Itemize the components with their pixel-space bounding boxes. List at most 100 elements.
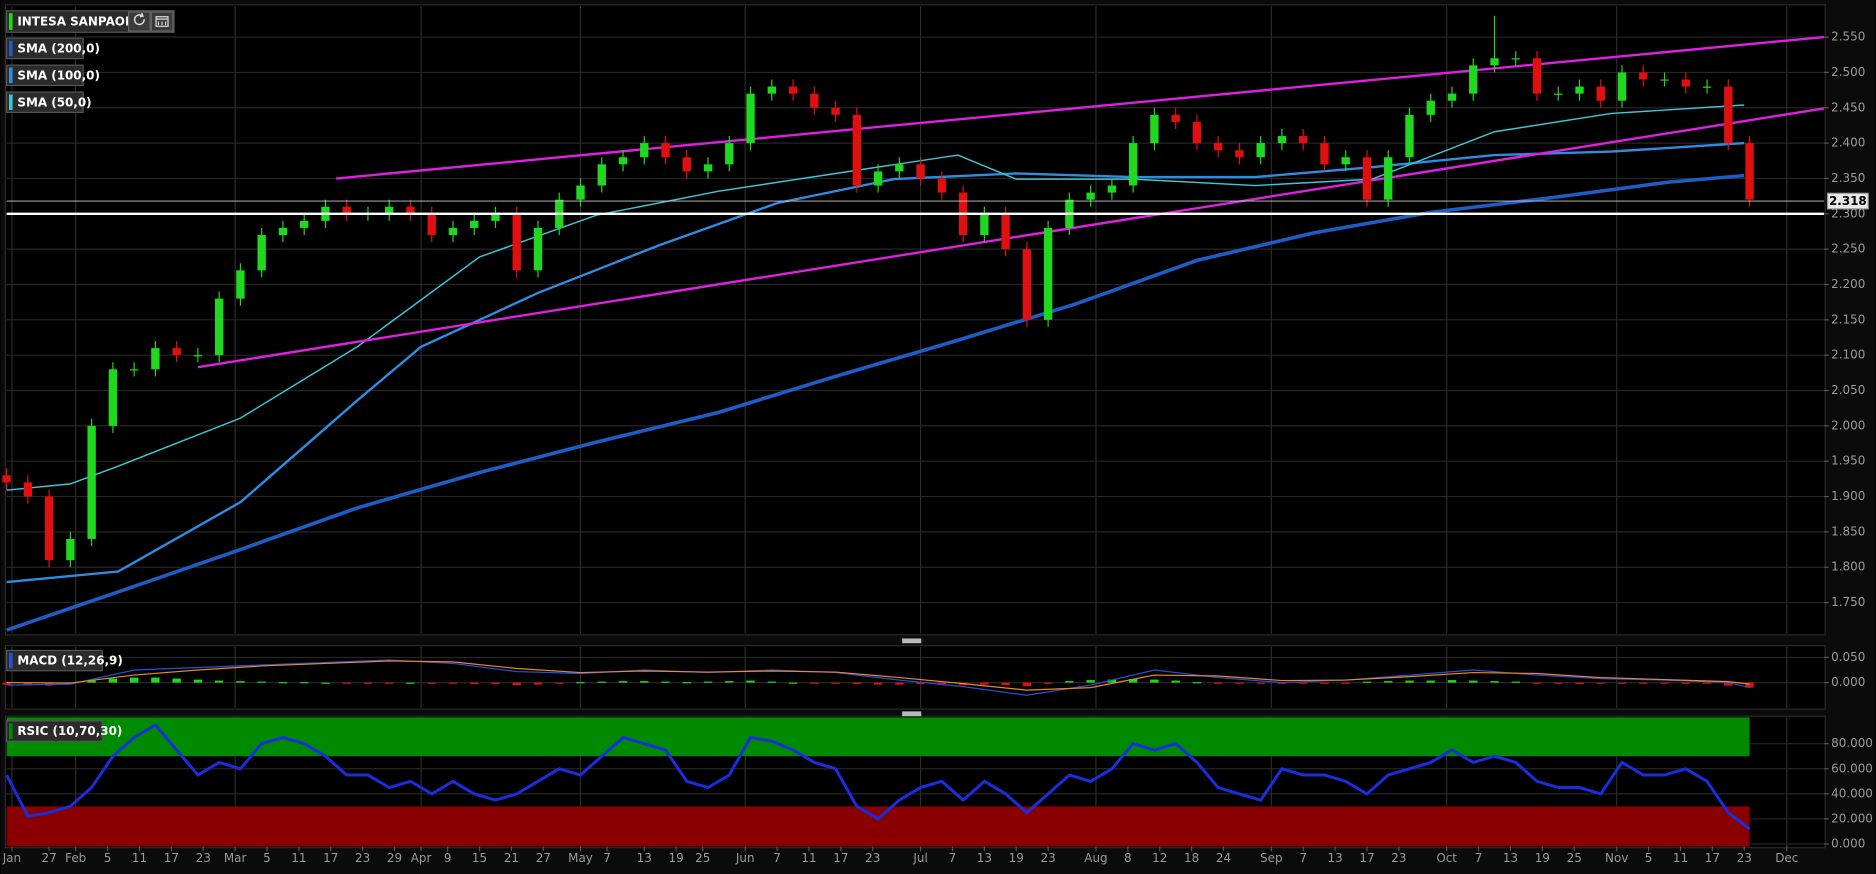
legend-box[interactable] bbox=[6, 91, 84, 113]
indicator-box[interactable] bbox=[6, 649, 103, 672]
legend-label: SMA (100,0) bbox=[17, 68, 100, 82]
candle-body bbox=[448, 227, 458, 236]
candle-body bbox=[618, 157, 628, 165]
splitter-handle[interactable] bbox=[902, 711, 922, 717]
candle-body bbox=[236, 270, 245, 299]
candle-body bbox=[129, 369, 139, 371]
candle-body bbox=[1299, 136, 1308, 144]
x-tick-label: 13 bbox=[637, 851, 652, 865]
candle-body bbox=[1724, 86, 1733, 144]
histogram-bar bbox=[1362, 681, 1372, 683]
x-tick-label: 23 bbox=[865, 851, 880, 865]
x-tick-label: 25 bbox=[1567, 851, 1582, 865]
histogram-bar bbox=[725, 681, 734, 683]
histogram-bar bbox=[385, 682, 394, 684]
legend-box[interactable] bbox=[6, 37, 84, 60]
histogram-bar bbox=[278, 682, 288, 684]
candle-body bbox=[193, 355, 203, 357]
splitter-handle[interactable] bbox=[902, 638, 922, 644]
histogram-bar bbox=[1660, 682, 1669, 684]
x-tick-label: Jan bbox=[2, 851, 21, 865]
splitter[interactable] bbox=[902, 711, 922, 717]
indicator-label[interactable]: MACD (12,26,9) bbox=[6, 649, 123, 672]
refresh-button[interactable] bbox=[127, 11, 151, 32]
legend-box[interactable] bbox=[6, 64, 84, 87]
trendline bbox=[336, 35, 1825, 180]
legend-swatch bbox=[9, 40, 13, 57]
histogram-bar bbox=[703, 681, 713, 683]
x-tick-label: 17 bbox=[164, 851, 179, 865]
x-tick-label: 23 bbox=[1041, 851, 1056, 865]
indicator-label[interactable]: RSIC (10,70,30) bbox=[6, 720, 123, 742]
candle-body bbox=[1660, 79, 1669, 81]
candle-body bbox=[1086, 192, 1095, 200]
symbol-box[interactable]: INTESA SANPAOLO bbox=[6, 10, 175, 33]
candle-body bbox=[1171, 114, 1180, 122]
candle-body bbox=[661, 143, 670, 158]
indicator-title: MACD (12,26,9) bbox=[17, 654, 122, 668]
y-tick-label: 1.800 bbox=[1831, 560, 1865, 574]
histogram-bar bbox=[1065, 681, 1074, 683]
candle-body bbox=[852, 114, 862, 186]
histogram-bar bbox=[1235, 682, 1244, 684]
x-tick-label: Oct bbox=[1436, 851, 1457, 865]
histogram-bar bbox=[555, 682, 564, 684]
splitter[interactable] bbox=[902, 638, 922, 644]
x-tick-label: Nov bbox=[1605, 851, 1628, 865]
histogram-bar bbox=[1681, 682, 1690, 684]
candle-body bbox=[810, 93, 819, 108]
y-tick-label: 0.000 bbox=[1831, 675, 1865, 689]
histogram-bar bbox=[597, 681, 606, 683]
y-tick-label: 2.400 bbox=[1831, 136, 1865, 150]
candle-body bbox=[916, 164, 925, 179]
legend-item[interactable]: SMA (50,0) bbox=[6, 91, 92, 113]
histogram-bar bbox=[1447, 680, 1457, 683]
x-tick-label: 13 bbox=[1327, 851, 1342, 865]
legend-item[interactable]: SMA (200,0) bbox=[6, 37, 100, 60]
histogram-bar bbox=[1596, 682, 1605, 684]
x-tick-label: 17 bbox=[1705, 851, 1720, 865]
candle-body bbox=[980, 213, 989, 236]
candle-body bbox=[1639, 72, 1648, 80]
marks bbox=[2, 15, 1825, 831]
histogram-bar bbox=[1128, 679, 1138, 683]
candle-body bbox=[151, 348, 160, 370]
histogram-bar bbox=[1617, 682, 1627, 684]
trendline bbox=[197, 107, 1825, 369]
sma-line bbox=[6, 173, 1745, 632]
x-tick-label: 7 bbox=[1299, 851, 1307, 865]
histogram-bar bbox=[491, 682, 500, 685]
candle-body bbox=[1469, 65, 1478, 94]
candle-body bbox=[491, 213, 500, 221]
x-tick-label: Apr bbox=[411, 851, 432, 865]
histogram-bar bbox=[1107, 679, 1117, 683]
candle-body bbox=[873, 171, 883, 186]
histogram-bar bbox=[788, 682, 798, 684]
candle-body bbox=[1596, 86, 1605, 101]
histogram-bar bbox=[1384, 681, 1393, 683]
histogram-bar bbox=[1554, 682, 1563, 684]
candle-body bbox=[1511, 58, 1520, 60]
legend-item[interactable]: SMA (100,0) bbox=[6, 64, 100, 87]
candle-body bbox=[427, 213, 436, 236]
candle-body bbox=[1107, 185, 1117, 193]
candle-body bbox=[1235, 150, 1244, 158]
symbol-stripe bbox=[9, 13, 13, 30]
histogram-bar bbox=[533, 682, 543, 685]
x-tick-label: 19 bbox=[669, 851, 684, 865]
x-tick-label: 23 bbox=[1391, 851, 1406, 865]
x-tick-label: 9 bbox=[444, 851, 452, 865]
x-tick-label: 19 bbox=[1535, 851, 1550, 865]
candle-body bbox=[1043, 227, 1053, 320]
x-tick-label: 17 bbox=[833, 851, 848, 865]
histogram-bar bbox=[1426, 680, 1435, 683]
candle-body bbox=[895, 164, 904, 172]
x-tick-label: 11 bbox=[291, 851, 306, 865]
indicator-box[interactable] bbox=[6, 720, 103, 742]
histogram-bar bbox=[300, 682, 309, 684]
x-tick-label: 7 bbox=[949, 851, 957, 865]
histogram-bar bbox=[470, 682, 479, 685]
histogram-bar bbox=[193, 679, 203, 683]
y-tick-label: 2.300 bbox=[1831, 206, 1865, 220]
histogram-bar bbox=[1022, 682, 1032, 687]
